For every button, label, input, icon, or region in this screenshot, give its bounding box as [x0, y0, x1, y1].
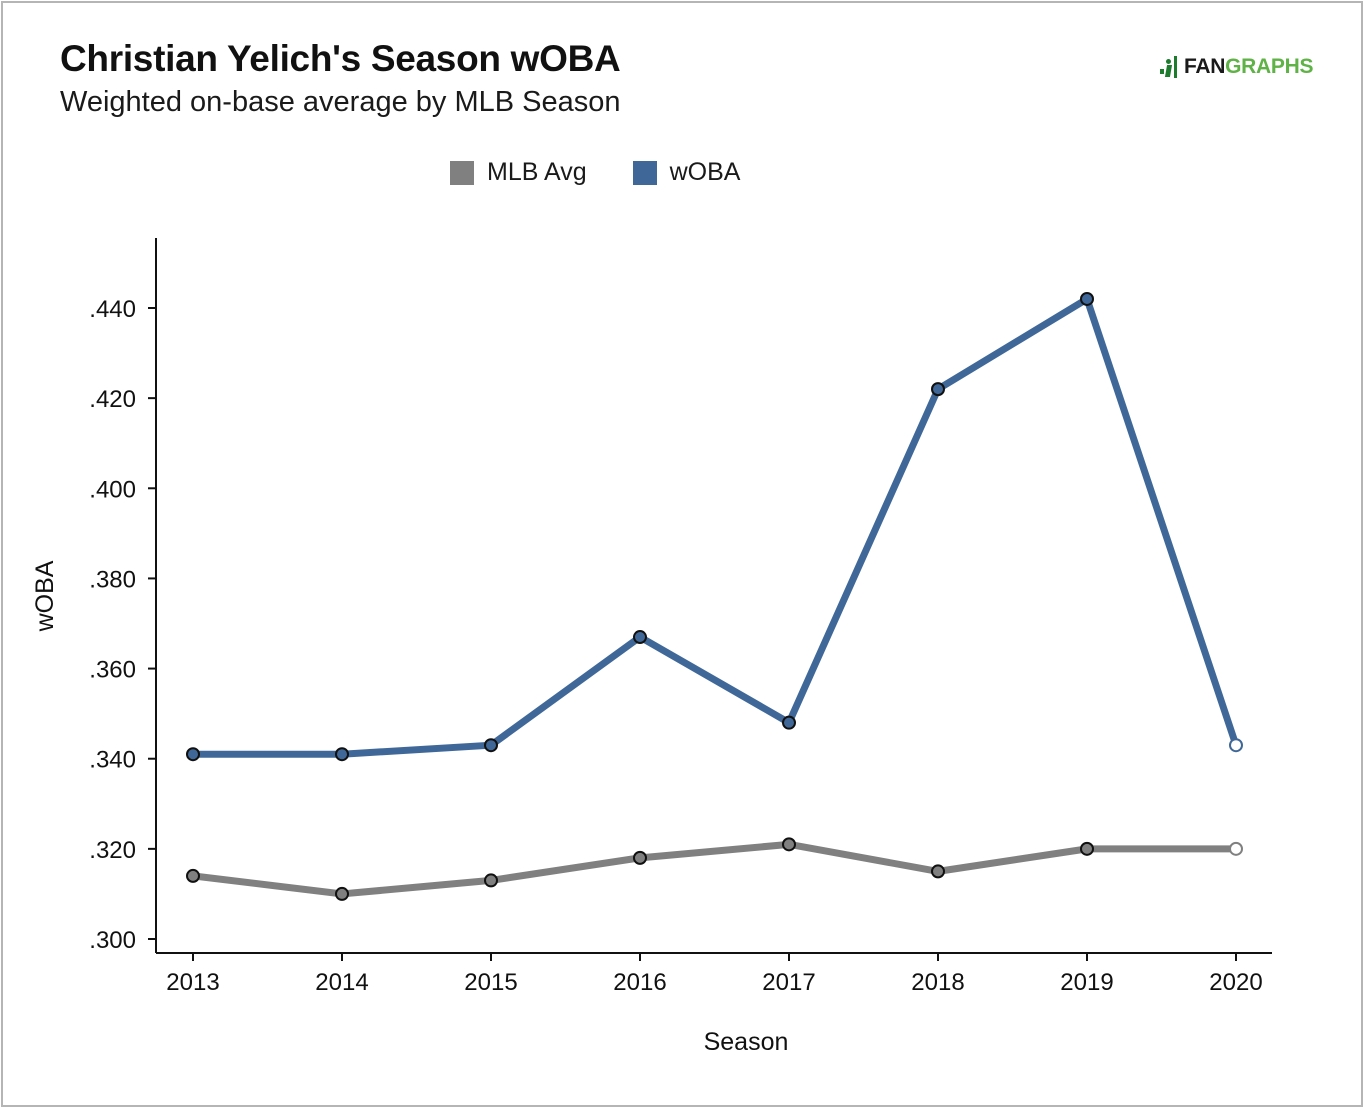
- x-tick-label: 2014: [315, 969, 368, 996]
- data-point-mlb-avg: [1080, 841, 1094, 856]
- data-point-woba: [484, 738, 498, 753]
- series-line-mlb-avg: [189, 840, 1240, 898]
- legend-swatch-woba: [632, 160, 657, 185]
- chart-subtitle: Weighted on-base average by MLB Season: [60, 86, 621, 118]
- legend-swatch-mlb-avg: [450, 160, 474, 185]
- y-tick-label: .400: [89, 476, 136, 503]
- x-tick-label: 2019: [1060, 969, 1113, 996]
- data-point-woba: [335, 747, 349, 762]
- y-tick-label: .440: [89, 296, 136, 323]
- x-tick-label: 2020: [1209, 969, 1262, 996]
- y-tick-label: .300: [89, 927, 136, 954]
- data-point-mlb-avg: [484, 873, 498, 888]
- legend-label-mlb-avg: MLB Avg: [487, 158, 587, 186]
- x-tick-label: 2017: [762, 969, 815, 996]
- chart-title: Christian Yelich's Season wOBA: [60, 38, 621, 79]
- data-point-woba: [931, 382, 945, 397]
- y-tick-label: .360: [89, 657, 136, 684]
- data-point-mlb-avg: [186, 868, 200, 883]
- x-tick-label: 2018: [911, 969, 964, 996]
- x-tick-label: 2013: [166, 969, 219, 996]
- y-axis-title: wOBA: [31, 560, 59, 632]
- logo-text-graphs: GRAPHS: [1225, 55, 1314, 78]
- legend-label-woba: wOBA: [669, 158, 741, 186]
- data-point-woba: [782, 715, 796, 730]
- axes: .300 .320 .340 .360 .380 .400 .420 .440 2013 2014…: [89, 238, 1272, 996]
- y-tick-label: .380: [89, 566, 136, 593]
- series-layer: [186, 291, 1243, 901]
- data-point-mlb-avg: [1229, 841, 1243, 856]
- chart-legend: MLB Avg wOBA: [450, 158, 786, 187]
- fangraphs-logo: FAN GRAPHS: [1158, 54, 1313, 80]
- data-point-mlb-avg: [782, 837, 796, 852]
- logo-text-fan: FAN: [1184, 55, 1226, 78]
- data-point-mlb-avg: [633, 850, 647, 865]
- data-point-woba: [186, 747, 200, 762]
- x-tick-label: 2015: [464, 969, 517, 996]
- legend-item-woba: wOBA: [632, 158, 741, 187]
- y-tick-label: .420: [89, 386, 136, 413]
- fangraphs-logo-icon: [1158, 56, 1182, 78]
- data-point-woba: [1080, 291, 1094, 306]
- x-axis-title: Season: [704, 1028, 789, 1056]
- data-point-woba: [1229, 738, 1243, 753]
- x-tick-label: 2016: [613, 969, 666, 996]
- data-point-mlb-avg: [931, 864, 945, 879]
- series-line-woba: [189, 295, 1240, 758]
- y-tick-label: .320: [89, 837, 136, 864]
- data-point-mlb-avg: [335, 886, 349, 901]
- legend-item-mlb-avg: MLB Avg: [450, 158, 587, 187]
- y-tick-label: .340: [89, 747, 136, 774]
- data-point-woba: [633, 630, 647, 645]
